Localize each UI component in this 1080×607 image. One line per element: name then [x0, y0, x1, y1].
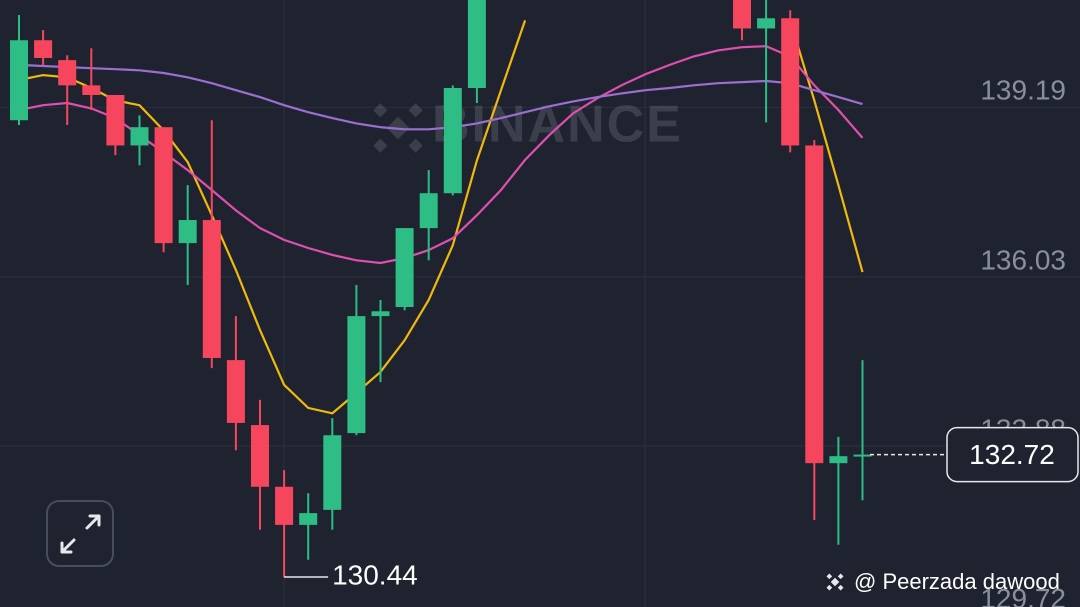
candle-body: [733, 0, 751, 29]
candle-body: [106, 94, 125, 146]
y-tick-label: 129.72: [980, 583, 1066, 607]
candle-body: [371, 311, 390, 317]
candles: [10, 0, 872, 577]
grid: [0, 106, 1080, 447]
credit-logo: [826, 573, 844, 591]
low-label: 130.44: [332, 559, 418, 590]
expand-icon[interactable]: [60, 514, 101, 554]
candle-body: [299, 513, 318, 525]
candle-body: [226, 360, 245, 423]
candle-body: [202, 220, 221, 358]
candle-body: [467, 0, 486, 89]
candle-body: [154, 127, 173, 244]
ma-line: [18, 63, 863, 131]
moving-averages: [18, 20, 864, 415]
credit-text: @ Peerzada dawood: [854, 569, 1060, 594]
price-label: 132.72: [969, 439, 1055, 470]
candle-body: [58, 60, 77, 86]
candle-body: [323, 435, 342, 510]
candle-body: [853, 454, 872, 457]
credit: @ Peerzada dawood: [826, 569, 1060, 594]
candle-body: [10, 40, 28, 121]
candle-body: [443, 88, 462, 194]
watermark: BINANCE: [373, 96, 681, 154]
candle-body: [130, 127, 149, 146]
ma-line: [18, 45, 864, 265]
candle-body: [82, 85, 101, 95]
candle-body: [275, 486, 294, 525]
candle-body: [781, 18, 800, 146]
candle-body: [251, 425, 269, 487]
annotations: 130.44 132.72: [284, 426, 1079, 590]
expand-button[interactable]: [46, 500, 114, 567]
candle-body: [178, 220, 197, 244]
price-box: [946, 426, 1079, 483]
candle-body: [34, 40, 53, 58]
candle-body: [395, 228, 414, 307]
candle-body: [347, 316, 366, 434]
ma-line: [18, 20, 864, 415]
candle-body: [829, 456, 848, 464]
expand-button-frame[interactable]: [46, 500, 114, 567]
candle-body: [805, 145, 824, 464]
candle-body: [757, 18, 776, 29]
y-tick-label: 136.03: [980, 244, 1066, 275]
candle-body: [419, 193, 438, 229]
y-tick-label: 139.19: [980, 75, 1066, 106]
